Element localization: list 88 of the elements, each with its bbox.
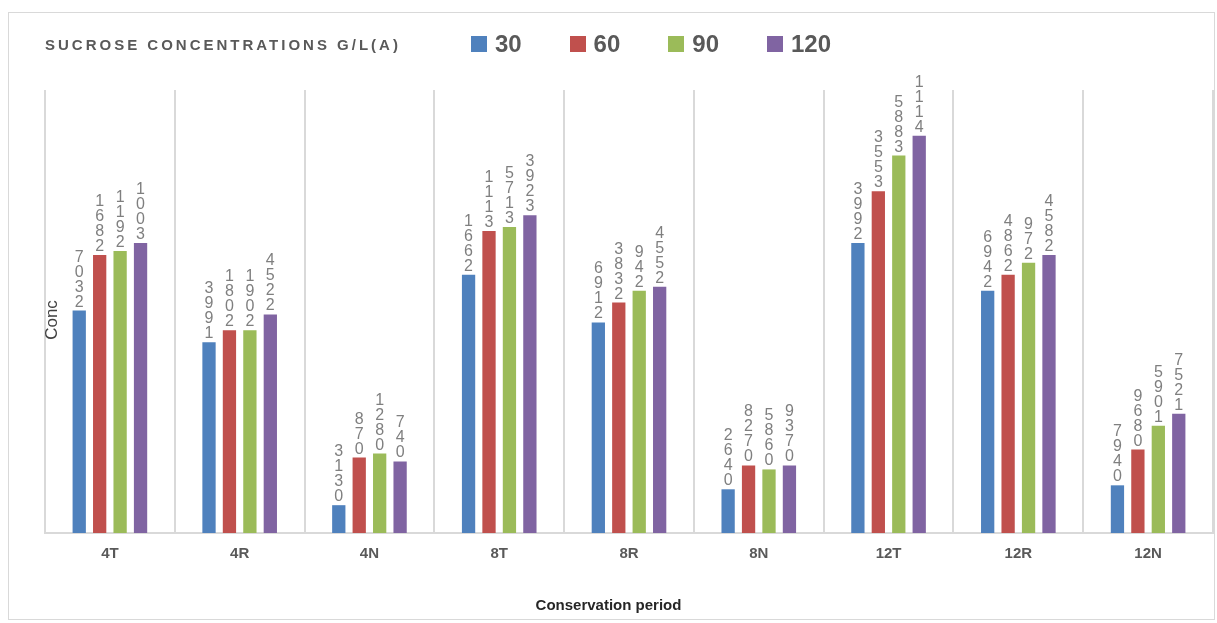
annotation: 8270 xyxy=(743,402,754,465)
x-tick-label: 12R xyxy=(1004,544,1033,562)
annotation: 1682 xyxy=(94,191,105,254)
bar xyxy=(741,465,756,533)
annotation: 1280 xyxy=(374,390,385,453)
bar xyxy=(892,155,906,533)
annotation: 1192 xyxy=(115,187,126,250)
annotation: 4552 xyxy=(654,223,665,286)
legend-label: 30 xyxy=(494,30,522,58)
annotation: 3991 xyxy=(204,279,214,342)
annotation: 1662 xyxy=(463,211,474,274)
bar xyxy=(1042,254,1056,533)
bar xyxy=(393,461,407,533)
x-tick-label: 8R xyxy=(619,544,639,562)
annotation: 1802 xyxy=(224,267,235,330)
annotation: 3923 xyxy=(524,152,535,215)
annotation: 3553 xyxy=(873,128,884,191)
annotation: 4582 xyxy=(1043,191,1054,254)
bar xyxy=(332,505,346,533)
annotation: 740 xyxy=(395,413,406,461)
bar xyxy=(591,322,605,533)
bar xyxy=(612,302,626,533)
bar xyxy=(352,457,366,533)
annotation: 3130 xyxy=(333,442,344,505)
x-tick-label: 8N xyxy=(749,544,769,562)
chart-title: SUCROSE CONCENTRATIONS G/L(A) xyxy=(45,35,401,53)
bar xyxy=(1131,449,1145,533)
annotation: 1902 xyxy=(244,267,255,330)
y-axis-title: Conc xyxy=(41,300,62,340)
annotation: 4522 xyxy=(265,251,276,314)
bar xyxy=(222,330,237,533)
x-tick-label: 8T xyxy=(490,544,508,562)
bar xyxy=(1001,274,1015,533)
x-tick-label: 12N xyxy=(1134,544,1162,562)
bar xyxy=(1151,425,1165,533)
annotation: 7521 xyxy=(1173,350,1184,413)
annotation: 3992 xyxy=(852,179,863,242)
annotation: 5713 xyxy=(504,164,515,227)
annotation: 4862 xyxy=(1003,211,1014,274)
annotation: 5883 xyxy=(893,92,904,155)
bar xyxy=(113,250,127,533)
bar xyxy=(851,242,865,533)
bar xyxy=(482,231,496,533)
x-tick-label: 4R xyxy=(230,544,250,562)
bar xyxy=(523,215,537,533)
bar xyxy=(93,254,107,533)
x-axis-title: Conservation period xyxy=(534,596,683,613)
annotation: 5860 xyxy=(763,406,774,469)
legend-label: 60 xyxy=(593,30,621,58)
annotation: 9370 xyxy=(784,402,795,465)
annotation: 972 xyxy=(1023,214,1034,262)
bar xyxy=(502,227,517,533)
bar xyxy=(912,135,926,533)
bar xyxy=(653,286,667,533)
bar xyxy=(632,290,646,533)
bar xyxy=(243,330,257,533)
annotation: 3832 xyxy=(613,239,624,302)
annotation: 7032 xyxy=(74,247,85,310)
x-tick-label: 4N xyxy=(359,544,380,562)
bar xyxy=(1110,485,1125,533)
bar xyxy=(782,465,797,533)
bar xyxy=(461,274,476,533)
legend-label: 90 xyxy=(692,30,719,58)
bar xyxy=(1021,262,1036,533)
annotation: 942 xyxy=(634,242,645,290)
bar xyxy=(721,489,735,533)
annotation: 6912 xyxy=(593,259,604,322)
annotation: 9680 xyxy=(1132,386,1143,449)
bar xyxy=(202,342,216,533)
annotation: 6942 xyxy=(982,227,993,290)
annotation: 1113 xyxy=(484,168,494,231)
bar xyxy=(871,191,885,533)
bar xyxy=(72,310,86,533)
annotation: 5901 xyxy=(1153,362,1164,425)
bar xyxy=(981,290,995,533)
bar xyxy=(762,469,776,533)
x-tick-label: 4T xyxy=(101,544,119,562)
x-tick-label: 12T xyxy=(875,544,902,562)
annotation: 1003 xyxy=(135,179,146,242)
annotation: 870 xyxy=(354,409,365,457)
bar xyxy=(1172,413,1186,533)
annotation: 7940 xyxy=(1112,422,1123,485)
text: 1114 xyxy=(914,72,925,135)
annotation: 2640 xyxy=(723,426,734,489)
bar xyxy=(263,314,277,533)
bar xyxy=(133,242,148,533)
legend-label: 120 xyxy=(791,30,832,58)
bar xyxy=(373,453,387,533)
